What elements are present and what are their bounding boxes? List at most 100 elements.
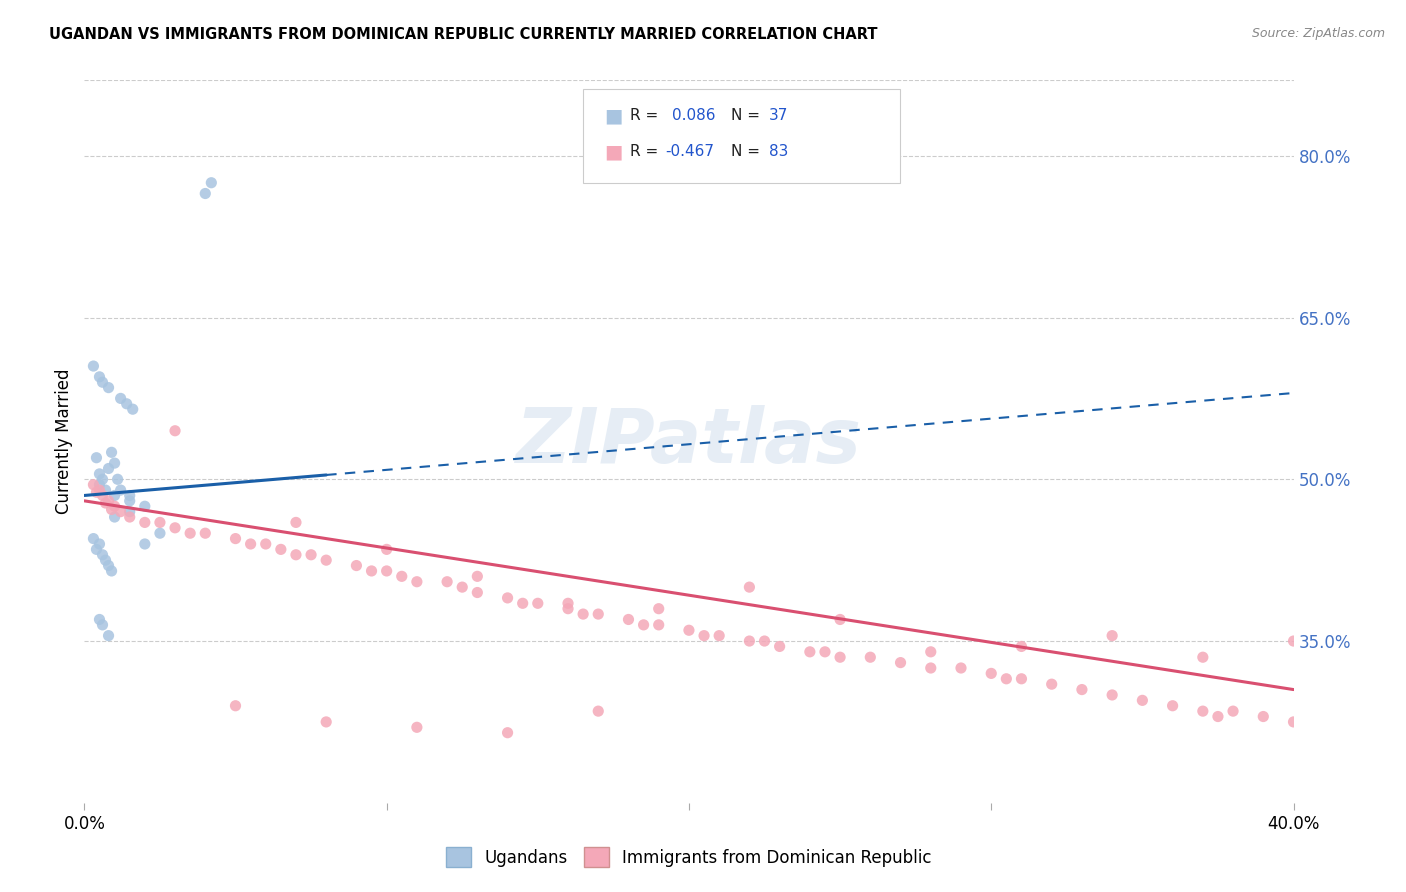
Point (1282, 634, 1305, 648)
Point (1192, 650, 1215, 665)
Point (115, 397, 138, 411)
Point (315, 714, 337, 729)
Text: -0.467: -0.467 (665, 145, 714, 159)
Point (572, 607, 595, 621)
Point (118, 493, 141, 508)
Y-axis label: Currently Married: Currently Married (55, 368, 73, 515)
Point (1101, 629, 1123, 643)
Point (830, 612, 852, 626)
Point (149, 526, 172, 541)
Point (1206, 709, 1229, 723)
Point (94, 553, 117, 567)
Point (100, 502, 122, 516)
Point (165, 521, 187, 535)
Point (814, 645, 837, 659)
Point (588, 704, 610, 718)
Point (91, 488, 114, 502)
Point (110, 483, 132, 497)
Point (110, 392, 132, 406)
Point (557, 601, 579, 615)
Point (588, 607, 610, 621)
Point (118, 510, 141, 524)
Point (82, 477, 104, 491)
Point (89, 467, 111, 481)
Point (496, 725, 519, 739)
Point (134, 500, 156, 514)
Point (86, 450, 108, 465)
Point (285, 516, 308, 530)
Point (950, 661, 973, 675)
Text: R =: R = (630, 109, 664, 123)
Point (633, 618, 655, 632)
Point (859, 650, 882, 665)
Point (91, 548, 114, 562)
Point (830, 650, 852, 665)
Point (149, 516, 172, 530)
Point (91, 376, 114, 390)
Point (693, 629, 716, 643)
Point (107, 472, 129, 486)
Point (315, 553, 337, 567)
Point (467, 569, 489, 583)
Point (104, 500, 127, 514)
Text: UGANDAN VS IMMIGRANTS FROM DOMINICAN REPUBLIC CURRENTLY MARRIED CORRELATION CHAR: UGANDAN VS IMMIGRANTS FROM DOMINICAN REP… (49, 27, 877, 42)
Point (754, 634, 776, 648)
Point (194, 526, 217, 541)
Point (86, 542, 108, 557)
Point (94, 483, 117, 497)
Point (1040, 677, 1063, 691)
Point (995, 672, 1018, 686)
Point (1101, 688, 1123, 702)
Legend: Ugandans, Immigrants from Dominican Republic: Ugandans, Immigrants from Dominican Repu… (439, 840, 939, 874)
Point (375, 564, 398, 578)
Point (118, 505, 141, 519)
Text: Source: ZipAtlas.com: Source: ZipAtlas.com (1251, 27, 1385, 40)
Point (1132, 693, 1154, 707)
Point (134, 537, 156, 551)
Point (121, 402, 143, 417)
Point (97, 381, 120, 395)
Text: 83: 83 (769, 145, 789, 159)
Point (1253, 709, 1275, 723)
Point (94, 496, 117, 510)
Point (512, 596, 534, 610)
Point (179, 526, 201, 541)
Point (97, 558, 120, 573)
Text: ■: ■ (605, 106, 623, 126)
Text: 37: 37 (769, 109, 789, 123)
Point (799, 645, 821, 659)
Point (89, 477, 111, 491)
Point (285, 548, 308, 562)
Point (1011, 640, 1033, 654)
Point (1161, 698, 1184, 713)
Point (89, 369, 111, 384)
Point (200, 176, 222, 190)
Text: 0.086: 0.086 (672, 109, 716, 123)
Point (406, 574, 429, 589)
Point (375, 542, 398, 557)
Point (527, 596, 550, 610)
Point (86, 485, 108, 500)
Point (1071, 682, 1094, 697)
Point (709, 629, 731, 643)
Point (436, 574, 458, 589)
Point (97, 493, 120, 508)
Point (617, 612, 640, 626)
Point (467, 585, 489, 599)
Point (100, 564, 122, 578)
Point (89, 483, 111, 497)
Point (738, 634, 761, 648)
Point (648, 618, 671, 632)
Point (82, 359, 104, 373)
Point (134, 516, 156, 530)
Point (254, 537, 277, 551)
Point (89, 537, 111, 551)
Point (1222, 704, 1244, 718)
Point (890, 656, 912, 670)
Point (678, 624, 700, 638)
Point (738, 580, 761, 594)
Point (194, 186, 217, 201)
Text: ZIPatlas: ZIPatlas (516, 405, 862, 478)
Point (104, 488, 127, 502)
Point (980, 666, 1002, 681)
